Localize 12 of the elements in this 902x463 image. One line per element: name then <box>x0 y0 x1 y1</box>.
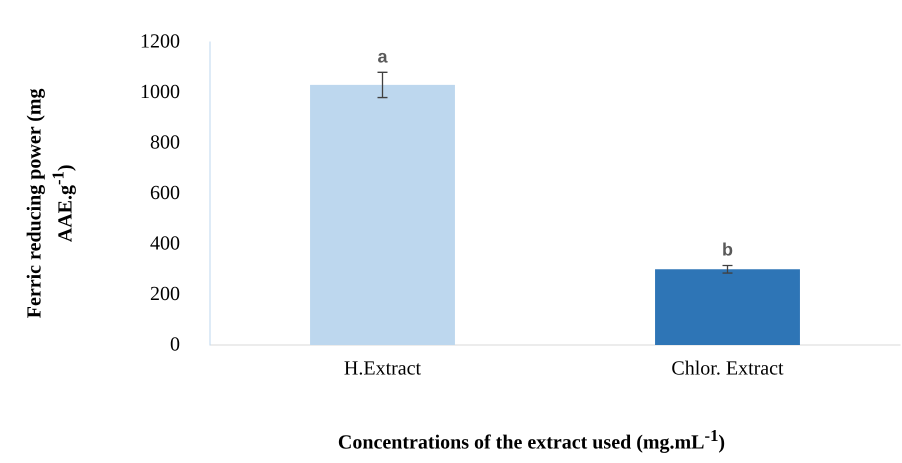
y-tick-label: 1000 <box>140 80 180 103</box>
y-tick-label: 600 <box>150 182 180 204</box>
annotation: a <box>377 46 388 66</box>
annotation: b <box>722 239 733 260</box>
y-tick-label: 400 <box>150 232 180 254</box>
x-axis-title: Concentrations of the extract used (mg.mL$^{-1}$) <box>336 426 726 455</box>
y-tick-label: 200 <box>150 282 180 305</box>
y-tick-label: 0 <box>170 333 180 356</box>
x-tick-label: H.Extract <box>344 357 422 380</box>
y-tick-label: 800 <box>150 131 180 154</box>
y-tick-label: 1200 <box>140 30 180 52</box>
x-tick-label: Chlor. Extract <box>671 357 784 380</box>
